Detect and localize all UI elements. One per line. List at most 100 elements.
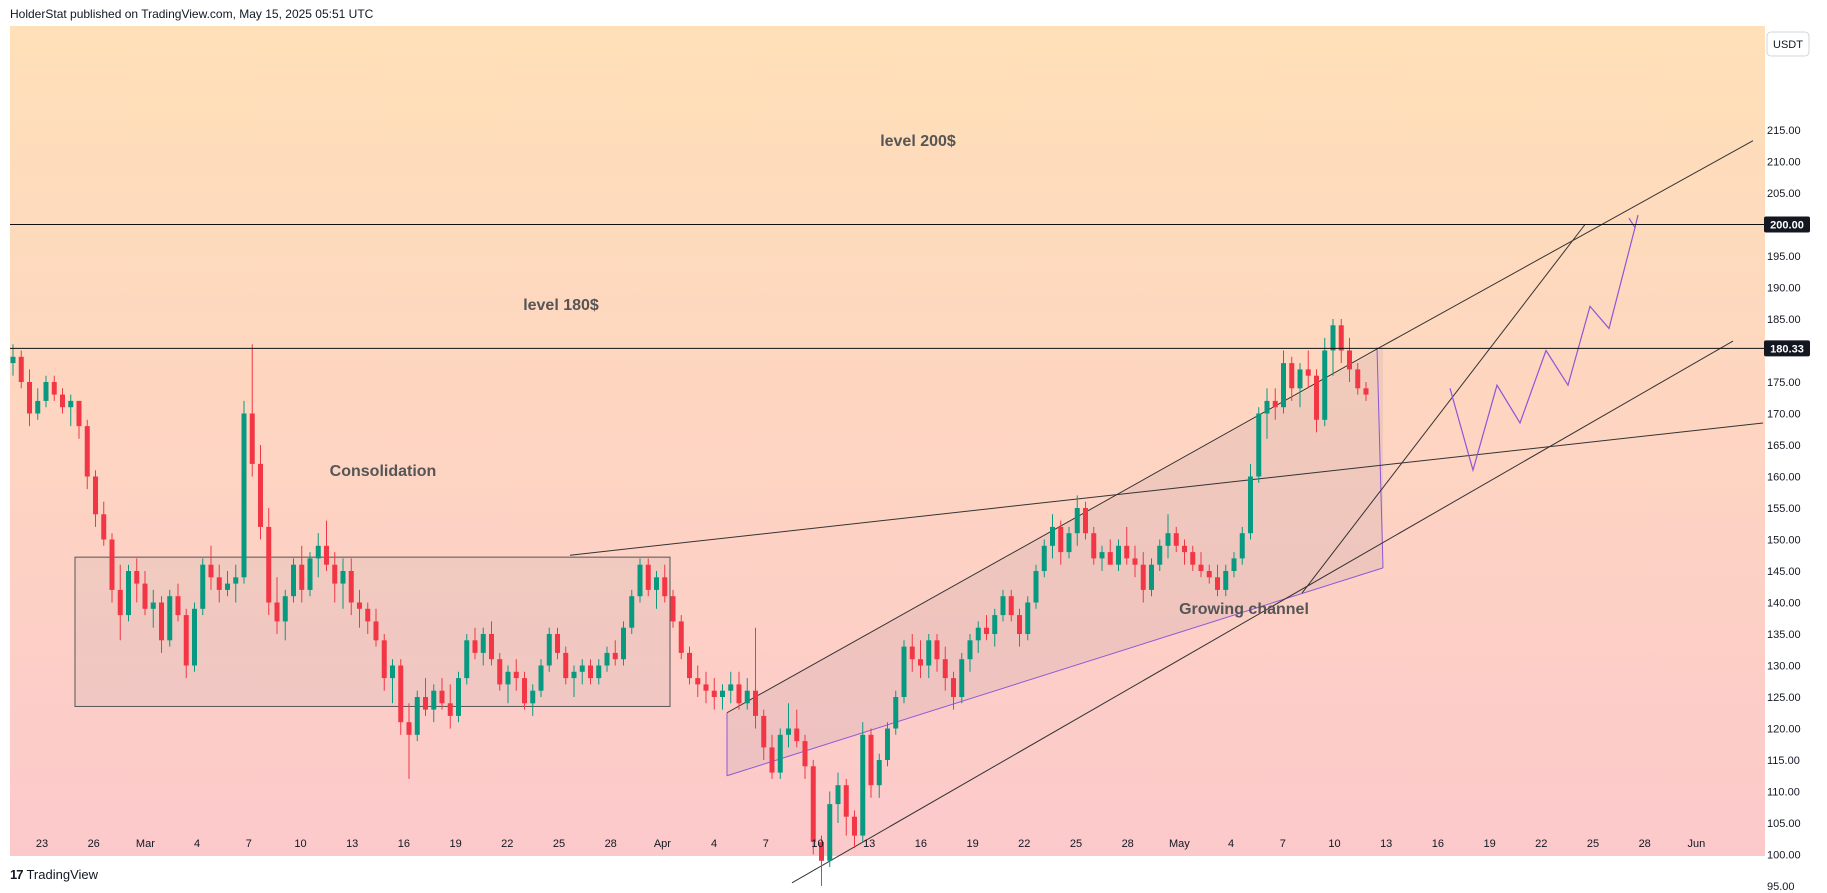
time-tick-label: 26 — [88, 838, 100, 850]
projected-path — [1449, 227, 1636, 473]
candle — [150, 589, 156, 628]
candle — [1248, 463, 1253, 540]
candle-body — [1132, 558, 1138, 565]
candle — [645, 558, 651, 597]
candle — [538, 659, 544, 697]
candle — [291, 558, 296, 603]
currency-unit-box — [1766, 31, 1810, 57]
candle — [720, 684, 725, 710]
lower-support-line — [791, 340, 1734, 884]
candle-body — [703, 684, 709, 691]
candle — [117, 564, 123, 641]
time-tick-label: 22 — [1535, 838, 1547, 850]
time-tick-label: 4 — [194, 838, 200, 850]
candle-body — [678, 621, 684, 653]
candle — [1355, 363, 1361, 395]
time-tick-label: May — [1169, 838, 1190, 850]
candle-body — [439, 690, 445, 704]
candle-body — [802, 741, 808, 767]
candle-body — [249, 413, 255, 464]
candle — [175, 583, 181, 622]
time-tick-label: 28 — [1639, 838, 1651, 850]
candle — [670, 589, 676, 628]
tradingview-footer[interactable]: 17 TradingView — [10, 867, 98, 882]
time-tick-label: 4 — [1228, 838, 1234, 850]
price-tick-label: 100.00 — [1767, 850, 1801, 862]
candle — [629, 589, 635, 634]
candle — [588, 659, 593, 685]
candle — [1107, 539, 1113, 565]
growing-channel-fill — [727, 347, 1383, 776]
candle-body — [480, 634, 486, 653]
candle-body — [200, 564, 206, 609]
time-axis[interactable]: 23 26 Mar 4 7 10 13 16 19 22 25 28 Apr 4 7 10 13 16 19 22 25… — [10, 831, 1765, 856]
candle-body — [183, 615, 189, 666]
candle-body — [307, 558, 313, 590]
candle-body — [332, 564, 338, 584]
candle — [84, 419, 90, 490]
candle — [489, 621, 494, 666]
candle-body — [10, 356, 16, 364]
candle — [736, 671, 742, 710]
time-tick-label: Apr — [654, 838, 671, 850]
candle — [365, 602, 371, 634]
time-tick-label: 28 — [605, 838, 617, 850]
time-tick-label: 19 — [1483, 838, 1495, 850]
price-badge — [1764, 216, 1810, 233]
candle-body — [1107, 552, 1113, 565]
candle — [390, 659, 395, 704]
candle-body — [134, 571, 140, 584]
candle-body — [654, 577, 659, 590]
time-tick-label: Mar — [136, 838, 155, 850]
candle — [1124, 526, 1130, 565]
annotations-layer: level 200$ level 180$ Consolidation Growing… — [330, 133, 1309, 618]
candle — [1173, 526, 1179, 553]
candle-body — [1272, 400, 1278, 408]
candle — [1206, 564, 1212, 584]
candle-body — [241, 413, 247, 578]
candle — [381, 634, 387, 691]
candle — [340, 558, 346, 609]
candle — [480, 627, 486, 666]
candle — [423, 678, 428, 716]
candle-body — [167, 596, 173, 641]
candle-body — [1190, 552, 1196, 565]
candle — [1149, 558, 1154, 597]
price-badge-label: 200.00 — [1770, 220, 1804, 232]
candle-body — [472, 640, 478, 653]
price-axis[interactable]: USDT 215.00 210.00 205.00 195.00 190.00 185.00… — [1764, 26, 1827, 893]
candle-body — [1355, 369, 1361, 389]
candle — [109, 533, 115, 603]
price-axis-background — [1765, 26, 1827, 856]
price-tick-label: 140.00 — [1767, 598, 1801, 610]
price-tick-label: 115.00 — [1767, 755, 1800, 767]
candle-body — [208, 564, 214, 578]
candle-body — [1099, 552, 1105, 559]
candle-body — [926, 640, 932, 666]
consolidation-box — [74, 556, 671, 707]
candle-body — [1116, 545, 1121, 565]
candle — [951, 671, 956, 710]
candle — [200, 558, 206, 616]
candle — [126, 564, 131, 622]
candle — [513, 659, 519, 691]
candle — [456, 671, 461, 723]
candle-body — [1124, 545, 1130, 559]
candle — [827, 791, 833, 868]
candle — [728, 671, 734, 704]
candle — [761, 709, 767, 760]
candle-body — [596, 665, 602, 679]
candle-body — [117, 589, 123, 616]
candle-body — [1074, 508, 1080, 534]
candle-body — [464, 640, 470, 679]
price-tick-label: 110.00 — [1767, 787, 1800, 799]
candle — [258, 445, 263, 540]
candle — [555, 627, 560, 660]
candle — [1083, 501, 1088, 540]
candle-body — [266, 526, 272, 603]
candle — [1091, 526, 1097, 565]
candle-body — [629, 596, 635, 628]
projection-arrowhead — [1628, 214, 1639, 230]
price-tick-label: 190.00 — [1767, 283, 1801, 295]
